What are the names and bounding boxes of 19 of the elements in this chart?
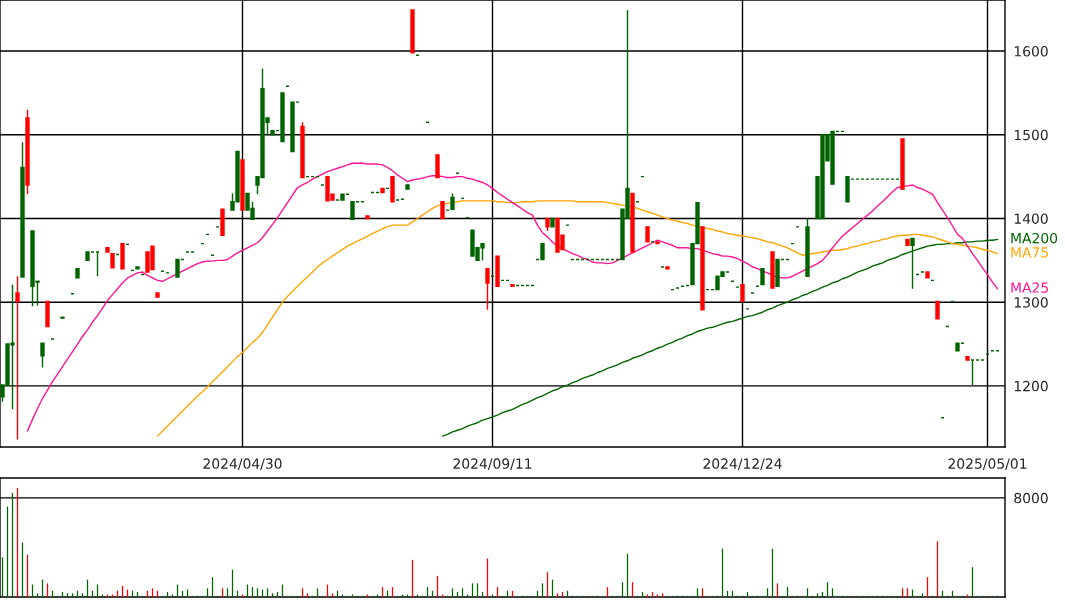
y-tick-label: 1200 [1014,380,1048,392]
series-label: MA25 [1011,282,1048,293]
y-tick-label: 1600 [1014,46,1048,57]
x-tick-label: 2024/04/30 [203,458,282,470]
series-label: MA75 [1011,247,1048,258]
series-label: MA200 [1011,232,1058,244]
candlestick [40,342,45,369]
y-tick-label: 1300 [1014,297,1048,308]
line-series [441,238,999,437]
x-tick-label: 2024/12/24 [703,458,782,470]
y-tick-label: 8000 [1014,492,1048,504]
x-tick-label: 2025/05/01 [948,458,1027,470]
x-tick-label: 2024/09/11 [453,458,532,470]
candlestick [485,268,490,311]
y-tick-label: 1400 [1014,213,1048,224]
candlestick [15,275,20,441]
candlestick [435,154,440,179]
y-tick-label: 1500 [1014,129,1048,141]
line-series [26,162,999,432]
